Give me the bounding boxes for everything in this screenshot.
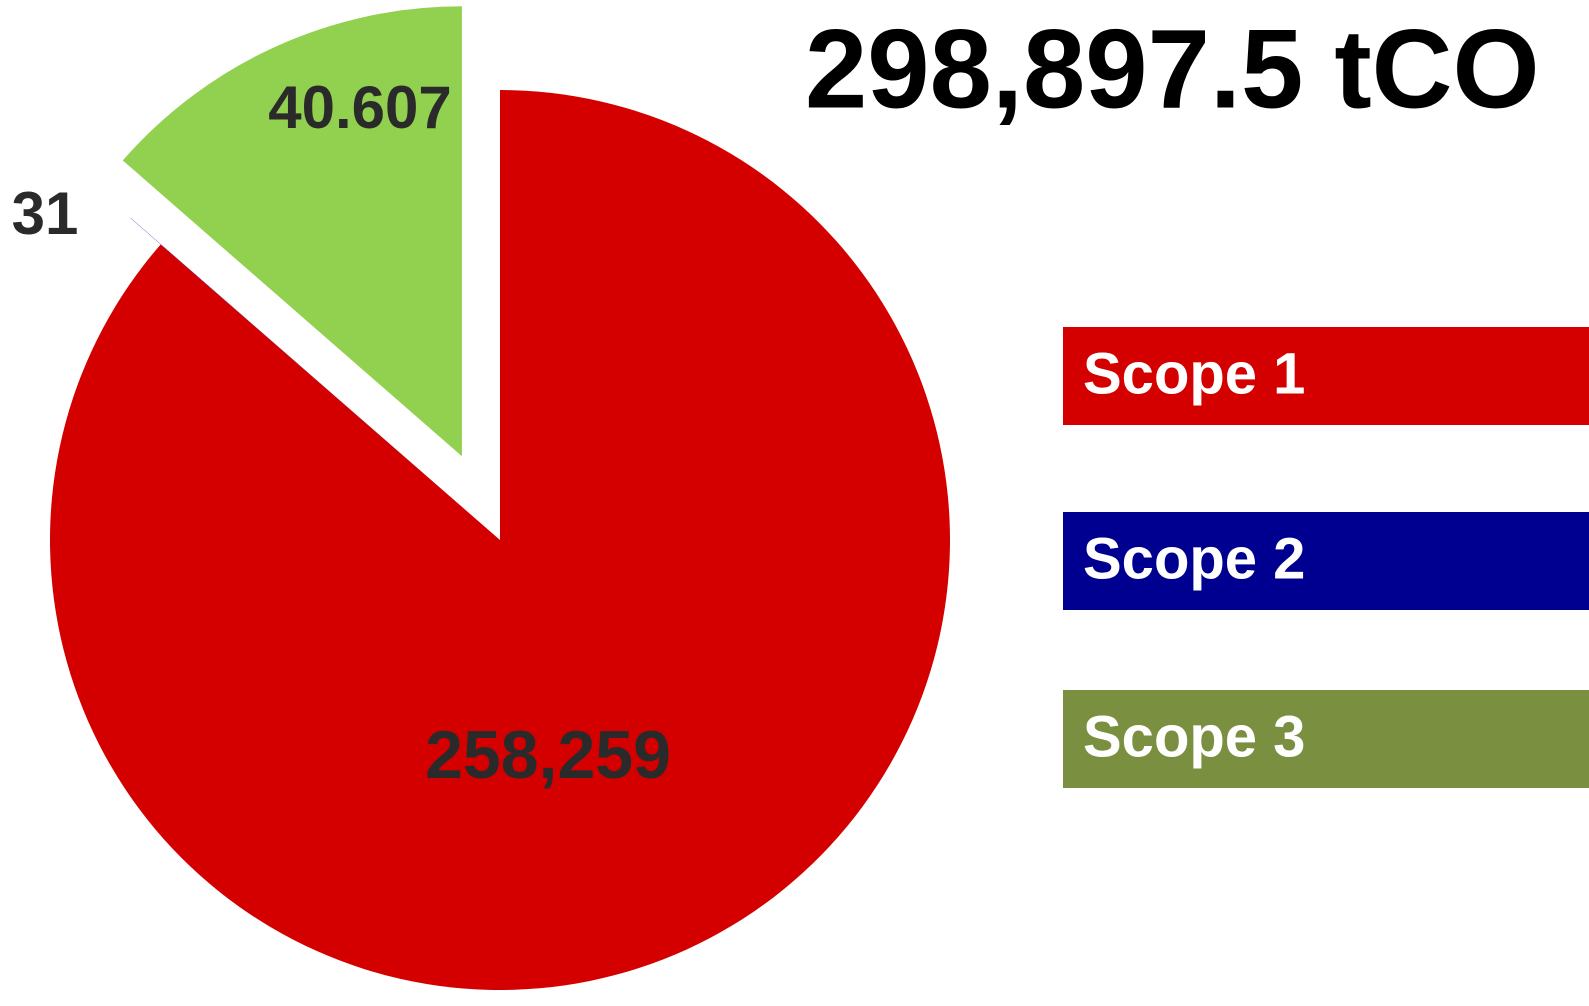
legend-label: Scope 3 bbox=[1083, 704, 1305, 769]
slice-label: 40.607 bbox=[268, 74, 452, 141]
pie-slice bbox=[122, 6, 462, 457]
chart-title: 298,897.5 tCO bbox=[805, 7, 1540, 132]
legend-label: Scope 1 bbox=[1083, 341, 1305, 406]
slice-label: 258,259 bbox=[425, 717, 671, 793]
legend-label: Scope 2 bbox=[1083, 526, 1305, 591]
slice-label: 31 bbox=[12, 180, 79, 247]
pie-slice bbox=[50, 90, 951, 991]
pie-slice bbox=[130, 217, 470, 514]
legend-swatch bbox=[1063, 512, 1589, 610]
legend-swatch bbox=[1063, 327, 1589, 425]
legend-swatch bbox=[1063, 690, 1589, 788]
